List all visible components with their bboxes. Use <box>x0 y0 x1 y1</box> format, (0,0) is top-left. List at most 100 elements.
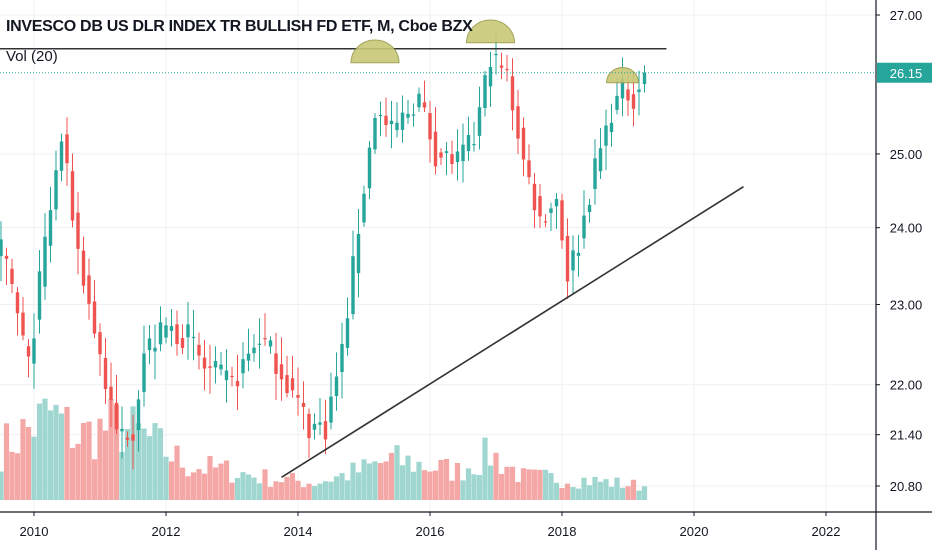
volume-bar <box>438 459 444 500</box>
volume-bar <box>141 428 147 500</box>
candle-body <box>477 107 482 136</box>
volume-bar <box>108 399 114 500</box>
candle-body <box>268 340 273 347</box>
volume-bar <box>460 480 466 500</box>
last-price-label: 26.15 <box>890 66 923 81</box>
candle-body <box>114 402 119 430</box>
candle-body <box>208 366 212 368</box>
volume-bar <box>91 459 98 500</box>
volume-bar <box>229 482 235 500</box>
volume-bar <box>515 481 521 500</box>
volume-bar <box>603 479 609 500</box>
volume-bar <box>0 471 4 500</box>
volume-bar <box>31 436 37 500</box>
candle-body <box>301 402 306 407</box>
volume-bar <box>597 481 604 500</box>
volume-bar <box>218 463 224 500</box>
candle-body <box>285 375 289 394</box>
candle-body <box>340 344 344 373</box>
candle-body <box>87 275 91 304</box>
volume-bar <box>196 469 202 500</box>
price-axis-label: 22.00 <box>890 378 923 393</box>
volume-bar <box>614 477 620 500</box>
candle-body <box>466 134 471 152</box>
candle-body <box>439 152 443 158</box>
candle-body <box>235 381 240 387</box>
candle-body <box>362 193 366 223</box>
candle-body <box>521 127 526 160</box>
volume-bar <box>449 480 455 500</box>
candle-body <box>153 347 157 352</box>
candle-body <box>433 131 438 167</box>
time-axis-label: 2016 <box>416 524 445 539</box>
candle-body <box>125 437 130 440</box>
candle-body <box>213 361 218 368</box>
volume-bar <box>124 429 131 500</box>
volume-bar <box>42 398 48 500</box>
candle-body <box>252 347 256 354</box>
volume-bar <box>97 418 103 500</box>
volume-bar <box>36 403 43 500</box>
volume-bar <box>201 473 208 500</box>
candle-body <box>560 200 564 241</box>
volume-bar <box>146 436 153 500</box>
candle-body <box>241 359 245 374</box>
volume-bar <box>58 413 65 500</box>
volume-bar <box>377 463 384 500</box>
candle-body <box>444 151 449 153</box>
candle-body <box>593 158 597 189</box>
volume-bar <box>471 474 477 500</box>
candle-body <box>164 325 168 338</box>
candle-body <box>395 122 399 131</box>
volume-bar <box>361 459 367 500</box>
candle-body <box>70 171 75 221</box>
volume-bar <box>333 476 340 500</box>
candle-body <box>10 268 14 284</box>
candle-body <box>582 215 586 239</box>
volume-bar <box>542 469 549 500</box>
volume-bar <box>179 467 186 500</box>
candle-body <box>538 196 542 217</box>
candle-body <box>37 271 42 320</box>
candle-body <box>631 94 636 109</box>
candle-body <box>461 144 465 162</box>
time-axis-label: 2014 <box>284 524 313 539</box>
volume-bar <box>69 447 76 500</box>
volume-bar <box>102 430 109 500</box>
volume-bar <box>163 456 169 500</box>
candle-body <box>422 102 427 108</box>
volume-bar <box>405 455 411 500</box>
candle-body <box>158 322 163 345</box>
candle-body <box>373 117 377 150</box>
volume-bar <box>504 466 510 500</box>
candle-body <box>312 423 317 430</box>
volume-label: Vol (20) <box>6 48 58 65</box>
volume-bar <box>421 470 428 500</box>
time-axis-label: 2022 <box>812 524 841 539</box>
volume-bar <box>256 483 263 500</box>
candle-body <box>191 336 196 339</box>
volume-bar <box>262 469 268 500</box>
candle-body <box>180 338 185 349</box>
volume-bar <box>295 480 301 500</box>
candle-body <box>103 357 108 390</box>
price-axis-label: 25.00 <box>890 147 923 162</box>
candle-body <box>510 76 515 111</box>
candle-body <box>224 370 229 381</box>
volume-bar <box>185 476 191 500</box>
volume-bar <box>498 473 505 500</box>
volume-bar <box>641 486 648 500</box>
volume-bar <box>9 451 15 500</box>
candle-body <box>263 338 267 340</box>
volume-bar <box>135 423 142 500</box>
candle-body <box>494 53 498 56</box>
candle-body <box>527 160 531 178</box>
volume-bar <box>553 482 560 500</box>
volume-bar <box>273 481 279 500</box>
volume-bar <box>80 422 87 500</box>
volume-bar <box>86 421 92 500</box>
volume-bar <box>14 453 21 500</box>
candle-body <box>637 89 641 93</box>
time-axis-label: 2020 <box>680 524 709 539</box>
